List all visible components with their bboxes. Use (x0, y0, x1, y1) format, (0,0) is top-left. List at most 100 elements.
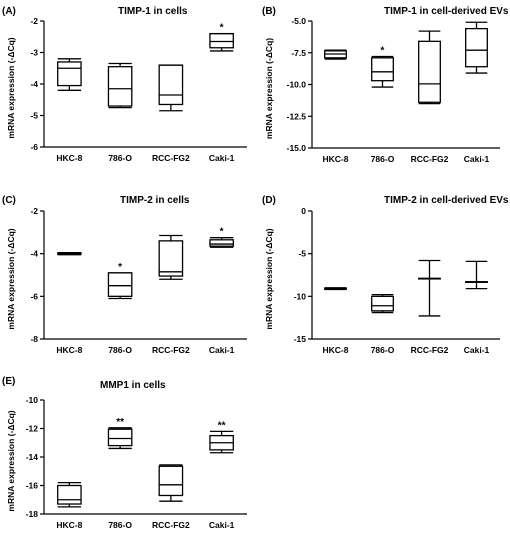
chart-panel: (C) TIMP-2 in cells -8 -6 -4 -2 mRNA expressio… (2, 195, 247, 355)
panel-title: TIMP-1 in cells (118, 6, 188, 17)
box-4 (465, 260, 488, 290)
x-category-label: HKC-8 (56, 520, 82, 530)
x-category-label: HKC-8 (56, 153, 82, 163)
y-tick-label: -6 (30, 142, 38, 152)
x-category-label: 786-O (108, 520, 132, 530)
significance-marker: * (381, 46, 385, 57)
significance-marker: ** (116, 417, 124, 428)
x-category-label: Caki-1 (209, 345, 235, 355)
y-axis-label: mRNA expression (-ΔCq) (264, 38, 274, 139)
x-category-label: RCC-FG2 (152, 345, 190, 355)
y-tick-label: -16 (26, 481, 39, 491)
y-tick-label: -12.5 (287, 111, 307, 121)
y-axis-label: mRNA expression (-ΔCq) (6, 37, 16, 138)
x-category-label: HKC-8 (323, 345, 349, 355)
box-1 (324, 49, 347, 60)
box-1 (57, 481, 82, 508)
box-iqr (158, 240, 184, 277)
box-iqr (158, 465, 184, 497)
box-3 (158, 234, 184, 280)
box-4 (465, 21, 488, 74)
box-iqr (209, 32, 234, 49)
panel-letter: (E) (2, 376, 15, 387)
panel-title: TIMP-2 in cells (120, 195, 190, 206)
y-tick-label: -4 (30, 249, 38, 259)
y-tick-label: -15 (294, 334, 307, 344)
box-iqr (57, 61, 82, 87)
significance-marker: * (118, 262, 122, 273)
box-1 (57, 251, 82, 256)
y-axis-label: mRNA expression (-ΔCq) (264, 228, 274, 329)
y-tick-label: -10 (294, 291, 307, 301)
panel-title: TIMP-1 in cell-derived EVs (384, 6, 509, 17)
box-2 (371, 293, 394, 314)
x-category-label: Caki-1 (464, 154, 490, 164)
box-3 (418, 259, 441, 317)
chart-panel: (B) TIMP-1 in cell-derived EVs -15.0 -12.5 -… (262, 6, 509, 164)
x-category-label: 786-O (108, 345, 132, 355)
box-iqr (107, 66, 133, 107)
box-2: * (107, 262, 133, 300)
significance-marker: ** (218, 420, 226, 431)
chart-panel: (A) TIMP-1 in cells -6 -5 -4 -3 -2 mRNA express… (2, 6, 247, 163)
panel-letter: (A) (2, 6, 16, 17)
y-tick-label: -15.0 (287, 143, 307, 153)
box-iqr (465, 27, 488, 68)
box-iqr (371, 57, 394, 82)
panel-title: MMP1 in cells (100, 380, 166, 391)
y-tick-label: -6 (30, 291, 38, 301)
chart-panel: (E) MMP1 in cells -18 -16 -14 -12 -10 mRNA expr… (2, 376, 247, 530)
box-4: * (209, 23, 234, 52)
box-3 (158, 464, 184, 502)
y-axis-label: mRNA expression (-ΔCq) (6, 228, 16, 329)
y-tick-label: -14 (26, 452, 39, 462)
x-category-label: 786-O (371, 154, 395, 164)
x-category-label: Caki-1 (209, 520, 235, 530)
y-tick-label: -5 (30, 111, 38, 121)
y-tick-label: -5.0 (291, 16, 306, 26)
significance-marker: * (220, 23, 224, 34)
x-category-label: Caki-1 (209, 153, 235, 163)
x-category-label: HKC-8 (56, 345, 82, 355)
panel-letter: (C) (2, 195, 16, 206)
box-2 (107, 62, 133, 109)
box-iqr (158, 64, 184, 106)
x-category-label: Caki-1 (464, 345, 490, 355)
y-tick-label: -2 (30, 206, 38, 216)
box-iqr (107, 272, 133, 297)
y-tick-label: -5 (298, 249, 306, 259)
y-tick-label: -12 (26, 424, 39, 434)
x-category-label: RCC-FG2 (411, 345, 449, 355)
panel-letter: (D) (262, 195, 276, 206)
chart-panel: (D) TIMP-2 in cell-derived EVs -15 -10 -5 0 mR… (262, 195, 509, 355)
x-category-label: 786-O (108, 153, 132, 163)
x-category-label: 786-O (371, 345, 395, 355)
y-tick-label: 0 (301, 206, 306, 216)
x-category-label: RCC-FG2 (152, 153, 190, 163)
box-iqr (209, 239, 234, 247)
significance-marker: * (220, 227, 224, 238)
box-2: * (371, 46, 394, 88)
y-tick-label: -2 (30, 16, 38, 26)
box-iqr (57, 484, 82, 505)
x-category-label: RCC-FG2 (411, 154, 449, 164)
x-category-label: RCC-FG2 (152, 520, 190, 530)
panel-title: TIMP-2 in cell-derived EVs (384, 195, 509, 206)
box-4: * (209, 227, 234, 248)
box-2: ** (107, 417, 133, 450)
y-axis-label: mRNA expression (-ΔCq) (6, 410, 16, 511)
panel-letter: (B) (262, 6, 276, 17)
box-1 (324, 287, 347, 291)
box-iqr (107, 428, 133, 447)
box-4: ** (209, 420, 234, 454)
y-tick-label: -4 (30, 79, 38, 89)
box-3 (418, 30, 441, 105)
y-tick-label: -8 (30, 334, 38, 344)
box-iqr (418, 40, 441, 103)
y-tick-label: -10 (26, 395, 39, 405)
y-tick-label: -3 (30, 48, 38, 58)
box-1 (57, 58, 82, 91)
box-iqr (371, 295, 394, 312)
box-3 (158, 64, 184, 112)
y-tick-label: -18 (26, 509, 39, 519)
